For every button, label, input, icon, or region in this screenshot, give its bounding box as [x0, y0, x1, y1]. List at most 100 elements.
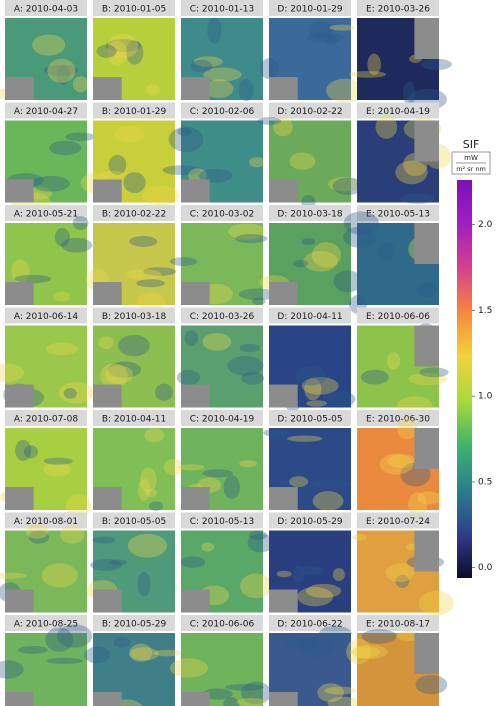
map-texture [61, 237, 93, 253]
map-texture [184, 330, 199, 346]
units-box [451, 151, 491, 175]
map-texture [104, 365, 133, 385]
panel-label: B: 2010-01-29 [102, 107, 167, 117]
map-texture [43, 457, 73, 465]
map-texture [279, 480, 305, 487]
map-texture [169, 658, 209, 678]
panel-strip [357, 512, 439, 529]
panel-label: A: 2010-07-08 [14, 415, 78, 425]
panel-label: C: 2010-05-13 [190, 517, 254, 527]
map-texture [287, 435, 323, 442]
map-mask [5, 692, 34, 706]
map-mask [5, 384, 34, 408]
map-texture [113, 636, 131, 648]
map-texture [343, 226, 377, 248]
map-texture [375, 115, 398, 139]
map-texture [107, 40, 128, 66]
panel-strip [269, 410, 351, 426]
map-texture [301, 238, 316, 246]
panel-strip [357, 0, 439, 16]
map-texture [289, 152, 316, 170]
map-texture [312, 479, 349, 489]
map-texture [257, 117, 282, 125]
map-texture [241, 681, 272, 705]
panel-label: C: 2010-01-13 [190, 5, 254, 15]
map-texture [118, 334, 150, 357]
map-texture [416, 282, 438, 298]
map-mask [269, 384, 298, 408]
map-mask [269, 589, 298, 613]
map-texture [143, 267, 177, 276]
map-mask [5, 487, 34, 510]
panel-strip [93, 0, 175, 16]
panel-label: B: 2010-04-11 [102, 415, 166, 425]
panel-strip [357, 410, 439, 426]
map-mask [414, 325, 439, 367]
map-texture [84, 646, 111, 664]
map-mask [269, 77, 298, 100]
map-texture [415, 674, 448, 695]
map-texture [319, 626, 352, 641]
map-texture [327, 696, 361, 706]
map-texture [163, 458, 184, 476]
panel-strip [181, 102, 263, 119]
map-texture [227, 356, 264, 376]
panel-label: A: 2010-08-01 [14, 517, 78, 527]
panel-label: D: 2010-01-29 [277, 5, 342, 15]
map-texture [248, 530, 268, 540]
map-texture [107, 33, 139, 59]
units-denominator: m² sr nm [456, 165, 486, 173]
map-texture [90, 559, 122, 571]
map-mask [414, 633, 439, 674]
map-texture [153, 649, 182, 657]
map-mask [93, 692, 122, 706]
map-texture [144, 488, 158, 497]
panel-label: B: 2010-03-18 [102, 312, 167, 322]
map-texture [349, 71, 387, 78]
map-texture [295, 366, 327, 386]
map-texture [46, 657, 83, 665]
map-texture [45, 627, 74, 652]
panel-label: D: 2010-02-22 [277, 107, 342, 117]
map-mask [414, 18, 439, 59]
map-texture [109, 559, 128, 566]
map-texture [228, 223, 266, 240]
map-texture [240, 573, 273, 599]
map-texture [263, 428, 290, 437]
map-texture [207, 17, 222, 44]
map-texture [126, 40, 144, 65]
map-texture [43, 462, 71, 477]
colorbar [457, 180, 472, 578]
map-texture [56, 624, 93, 648]
panel-label: D: 2010-05-29 [277, 517, 342, 527]
panel-strip [93, 307, 175, 324]
map-texture [305, 583, 342, 598]
map-mask [414, 428, 439, 469]
panel-strip [181, 512, 263, 529]
map-texture [203, 67, 242, 82]
map-texture [350, 646, 381, 659]
map-texture [395, 160, 428, 185]
panel-label: B: 2010-05-05 [102, 517, 166, 527]
colorbar-tick-label: 2.0 [478, 220, 493, 230]
panel-label: D: 2010-03-18 [277, 210, 342, 220]
map-texture [144, 428, 165, 443]
panel-strip [181, 410, 263, 426]
map-texture [18, 646, 48, 654]
map-texture [247, 533, 274, 553]
map-texture [31, 175, 70, 192]
map-texture [202, 333, 232, 351]
panel-strip [181, 205, 263, 221]
map-mask [93, 179, 122, 203]
map-texture [138, 478, 151, 502]
map-texture [276, 570, 292, 578]
map-texture [72, 76, 89, 93]
panel-label: A: 2010-08-25 [14, 620, 78, 630]
map-mask [93, 589, 122, 613]
map-texture [249, 157, 265, 168]
map-mask [269, 282, 298, 305]
map-texture [236, 697, 267, 706]
map-texture [0, 572, 27, 579]
panel-label: E: 2010-05-13 [366, 210, 430, 220]
panel-strip [93, 205, 175, 221]
